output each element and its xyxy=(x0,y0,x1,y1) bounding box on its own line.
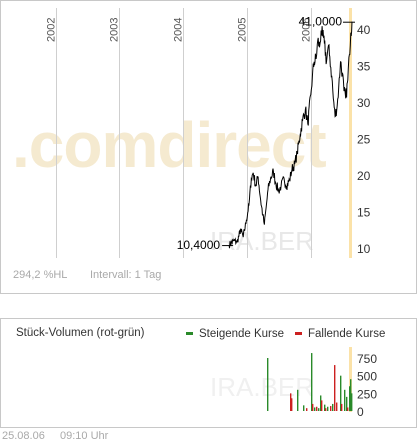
legend-rising: Steigende Kurse xyxy=(186,328,284,340)
price-chart-panel xyxy=(0,0,417,294)
legend-rising-label: Steigende Kurse xyxy=(199,328,285,340)
rising-volume-bar xyxy=(344,389,346,411)
legend-falling: Fallende Kurse xyxy=(295,328,385,340)
legend-rising-swatch xyxy=(186,332,193,336)
rising-volume-bar xyxy=(267,358,269,411)
rising-volume-bar xyxy=(340,375,342,411)
year-label-2004: 2004 xyxy=(173,18,185,42)
falling-volume-bar xyxy=(316,406,318,411)
high-annotation: 41,0000 xyxy=(299,15,343,29)
rising-volume-bar xyxy=(327,406,329,411)
rising-volume-bar xyxy=(351,393,353,411)
rising-volume-bar xyxy=(318,408,320,411)
price-line xyxy=(228,21,353,249)
year-label-2003: 2003 xyxy=(109,18,121,42)
volume-y-tick-750: 750 xyxy=(357,352,377,366)
falling-volume-bar xyxy=(334,365,336,411)
falling-volume-bar xyxy=(321,400,323,411)
legend-falling-label: Fallende Kurse xyxy=(308,328,386,340)
rising-volume-bar xyxy=(350,379,352,411)
falling-volume-bar xyxy=(312,403,314,411)
year-label-2006: 2006 xyxy=(301,18,313,42)
current-range-highlight xyxy=(349,8,352,258)
falling-volume-bar xyxy=(291,398,293,411)
y-tick-15: 15 xyxy=(357,206,371,220)
y-tick-10: 10 xyxy=(357,242,371,256)
falling-volume-bar xyxy=(330,406,332,411)
rising-volume-bar xyxy=(303,405,305,411)
volume-title: Stück-Volumen (rot-grün) xyxy=(16,327,145,339)
y-tick-25: 25 xyxy=(357,133,371,147)
falling-volume-bar xyxy=(336,402,338,411)
date-label: 25.08.06 xyxy=(2,430,45,442)
falling-volume-bar xyxy=(347,407,349,411)
volume-y-tick-500: 500 xyxy=(357,370,377,384)
year-label-2005: 2005 xyxy=(237,18,249,42)
rising-volume-bar xyxy=(311,353,313,411)
falling-volume-bar xyxy=(290,393,292,411)
y-tick-40: 40 xyxy=(357,23,371,37)
price-change-label: 294,2 %HL xyxy=(13,269,68,281)
y-tick-20: 20 xyxy=(357,169,371,183)
rising-volume-bar xyxy=(314,407,316,411)
falling-volume-bar xyxy=(341,403,343,411)
low-annotation: 10,4000 xyxy=(177,238,221,252)
rising-volume-bar xyxy=(349,386,351,411)
falling-volume-bar xyxy=(306,408,308,411)
rising-volume-bar xyxy=(320,395,322,411)
rising-volume-bar xyxy=(332,403,334,411)
rising-volume-bar xyxy=(324,404,326,411)
rising-volume-bar xyxy=(346,396,348,411)
legend-falling-swatch xyxy=(295,332,302,336)
rising-volume-bar xyxy=(297,389,299,411)
volume-y-tick-0: 0 xyxy=(357,405,364,419)
interval-label: Intervall: 1 Tag xyxy=(90,269,162,281)
volume-y-tick-250: 250 xyxy=(357,387,377,401)
y-tick-30: 30 xyxy=(357,96,371,110)
price-chart: 2002 2003 2004 2005 2006 10 15 20 25 30 35 40 10,400… xyxy=(46,8,371,258)
year-label-2002: 2002 xyxy=(46,18,58,42)
falling-volume-bar xyxy=(325,408,327,411)
y-tick-35: 35 xyxy=(357,60,371,74)
time-label: 09:10 Uhr xyxy=(60,430,109,442)
